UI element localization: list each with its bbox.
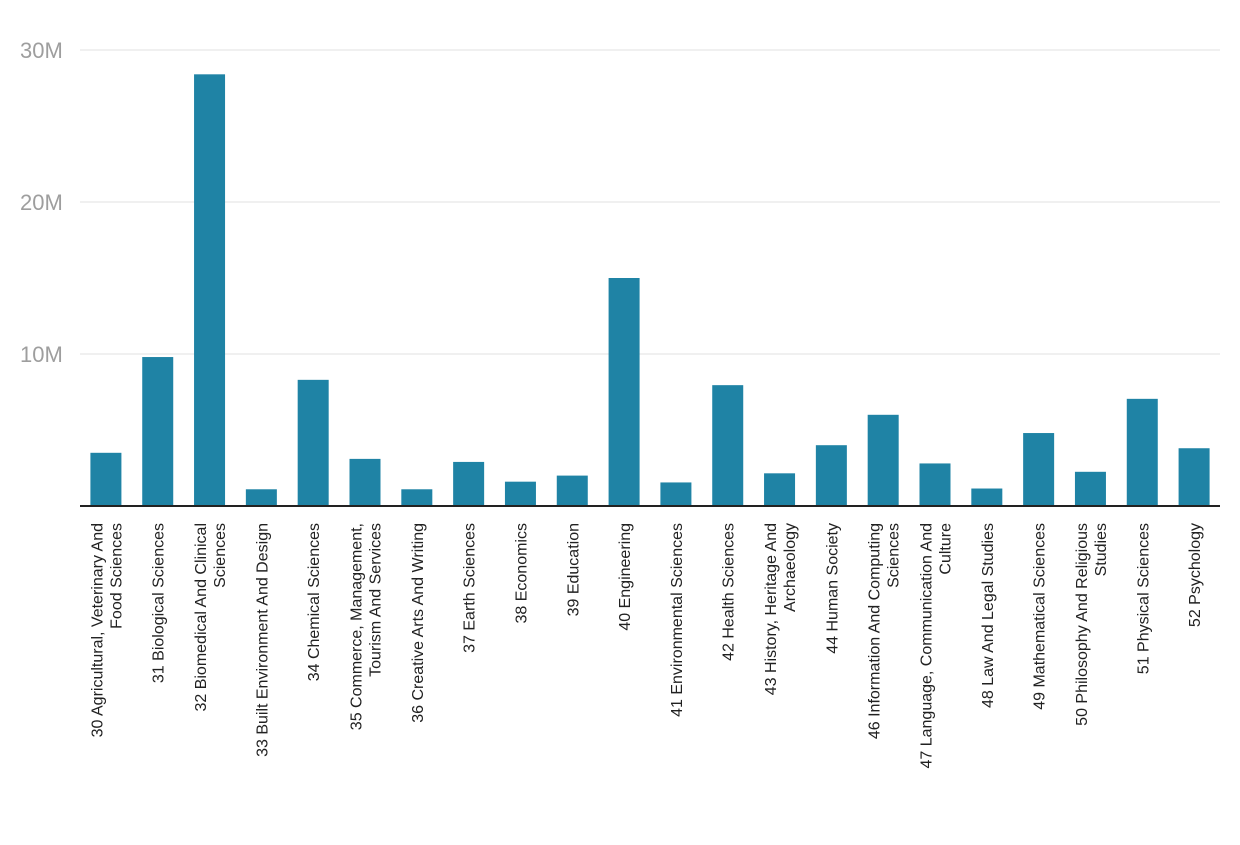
x-tick-label: 43 History, Heritage And [763, 523, 780, 695]
bar-41 [660, 482, 692, 506]
bar-30 [90, 452, 122, 506]
x-tick-label: Culture [938, 523, 955, 575]
bar-38 [504, 481, 536, 506]
y-tick-label: 20M [20, 190, 63, 215]
bar-33 [245, 489, 277, 506]
x-tick-label: 39 Education [565, 523, 582, 616]
x-tick-label: 47 Language, Communication And [919, 523, 936, 769]
y-tick-label: 10M [20, 342, 63, 367]
x-tick-label: 50 Philosophy And Religious [1074, 523, 1091, 726]
bar-47 [919, 463, 951, 506]
x-tick-label: 52 Psychology [1187, 523, 1204, 627]
bar-31 [142, 357, 174, 506]
x-tick-label: Tourism And Services [368, 523, 385, 677]
x-tick-label: Sciences [212, 523, 229, 588]
gridlines [80, 49, 1220, 355]
x-tick-label: 33 Built Environment And Design [254, 523, 271, 757]
x-tick-label: 37 Earth Sciences [462, 523, 479, 653]
bar-46 [867, 414, 899, 506]
x-tick-label: 49 Mathematical Sciences [1032, 523, 1049, 710]
x-tick-label: 31 Biological Sciences [151, 523, 168, 683]
x-tick-label: 36 Creative Arts And Writing [410, 523, 427, 723]
x-tick-label: 51 Physical Sciences [1135, 523, 1152, 674]
x-tick-label: Studies [1093, 523, 1110, 576]
bar-43 [764, 473, 796, 506]
x-tick-label: 30 Agricultural, Veterinary And [89, 523, 106, 737]
bar-44 [815, 445, 847, 506]
y-tick-label: 30M [20, 38, 63, 63]
x-tick-label: 40 Engineering [617, 523, 634, 631]
bar-52 [1178, 448, 1210, 506]
x-tick-label: 38 Economics [513, 523, 530, 624]
bar-40 [608, 278, 640, 506]
x-tick-label: 42 Health Sciences [721, 523, 738, 661]
bar-35 [349, 458, 381, 506]
bar-48 [971, 488, 1003, 506]
x-tick-label: Sciences [886, 523, 903, 588]
x-axis-tick-labels: 30 Agricultural, Veterinary And Food Scie… [89, 523, 1204, 769]
bar-34 [297, 379, 329, 506]
x-tick-label: 44 Human Society [824, 523, 841, 654]
x-tick-label: 32 Biomedical And Clinical [193, 523, 210, 712]
bar-39 [556, 475, 588, 506]
x-tick-label: 46 Information And Computing [867, 523, 884, 739]
x-tick-label: 41 Environmental Sciences [669, 523, 686, 717]
x-tick-label: 48 Law And Legal Studies [980, 523, 997, 708]
bar-37 [453, 461, 485, 506]
x-tick-label: Food Sciences [108, 523, 125, 629]
x-tick-label: 34 Chemical Sciences [306, 523, 323, 681]
bar-49 [1023, 433, 1055, 506]
y-axis-ticks: 10M 20M 30M [20, 38, 63, 367]
bar-32 [194, 74, 226, 506]
bar-50 [1074, 471, 1106, 506]
x-tick-label: Archaeology [782, 523, 799, 612]
x-tick-label: 35 Commerce, Management, [349, 523, 366, 730]
bars [90, 74, 1210, 506]
bar-42 [712, 385, 744, 506]
bar-36 [401, 489, 433, 506]
bar-51 [1126, 398, 1158, 506]
